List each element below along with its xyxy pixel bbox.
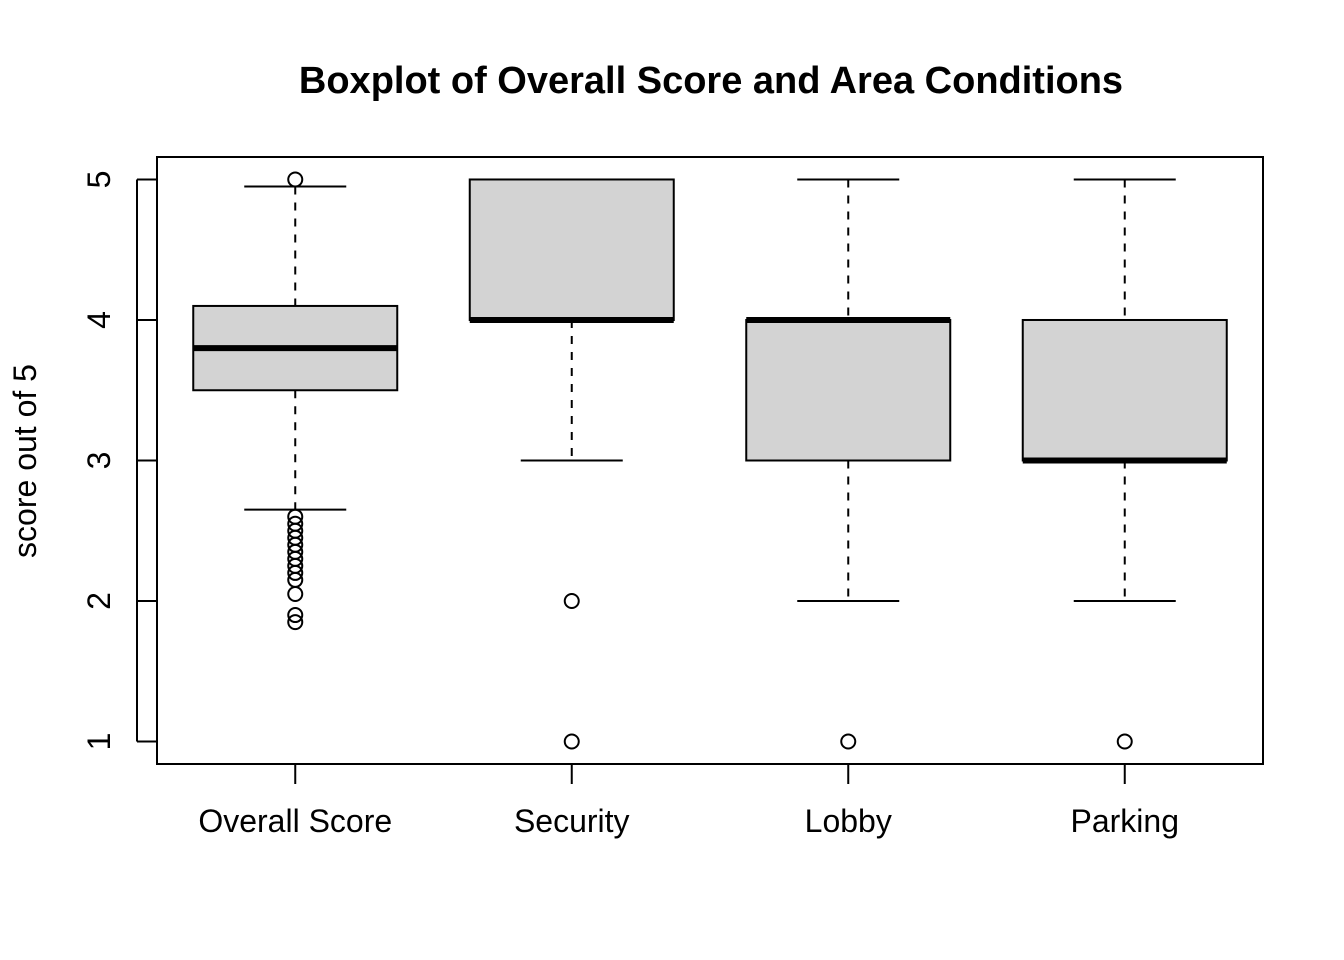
y-tick-label: 1 bbox=[81, 733, 117, 751]
outlier-point bbox=[1116, 733, 1133, 750]
x-tick-label: Overall Score bbox=[198, 803, 392, 839]
outlier-point bbox=[840, 733, 857, 750]
y-tick-label: 2 bbox=[81, 592, 117, 610]
x-tick-label: Parking bbox=[1071, 803, 1180, 839]
outlier-point bbox=[563, 733, 580, 750]
y-tick-label: 5 bbox=[81, 171, 117, 189]
iqr-box bbox=[468, 178, 675, 321]
outlier-point bbox=[287, 585, 304, 602]
outlier-point bbox=[287, 171, 304, 188]
x-tick-label: Security bbox=[514, 803, 630, 839]
chart-title: Boxplot of Overall Score and Area Condit… bbox=[299, 60, 1123, 102]
outlier-point bbox=[287, 607, 304, 624]
y-axis-label: score out of 5 bbox=[7, 364, 43, 558]
outlier-point bbox=[287, 564, 304, 581]
y-tick-label: 4 bbox=[81, 311, 117, 329]
y-axis: 1 2 3 4 5 bbox=[81, 171, 157, 751]
box-group bbox=[745, 178, 952, 750]
boxes bbox=[192, 171, 1228, 750]
x-tick-label: Lobby bbox=[805, 803, 892, 839]
x-axis: Overall Score Security Lobby Parking bbox=[198, 763, 1180, 839]
y-tick-label: 3 bbox=[81, 452, 117, 470]
iqr-box bbox=[1021, 318, 1228, 462]
outlier-point bbox=[563, 593, 580, 610]
box-group bbox=[192, 171, 399, 631]
box-group bbox=[1021, 178, 1228, 750]
iqr-box bbox=[745, 318, 952, 462]
outlier-point bbox=[287, 614, 304, 631]
box-group bbox=[468, 178, 675, 750]
